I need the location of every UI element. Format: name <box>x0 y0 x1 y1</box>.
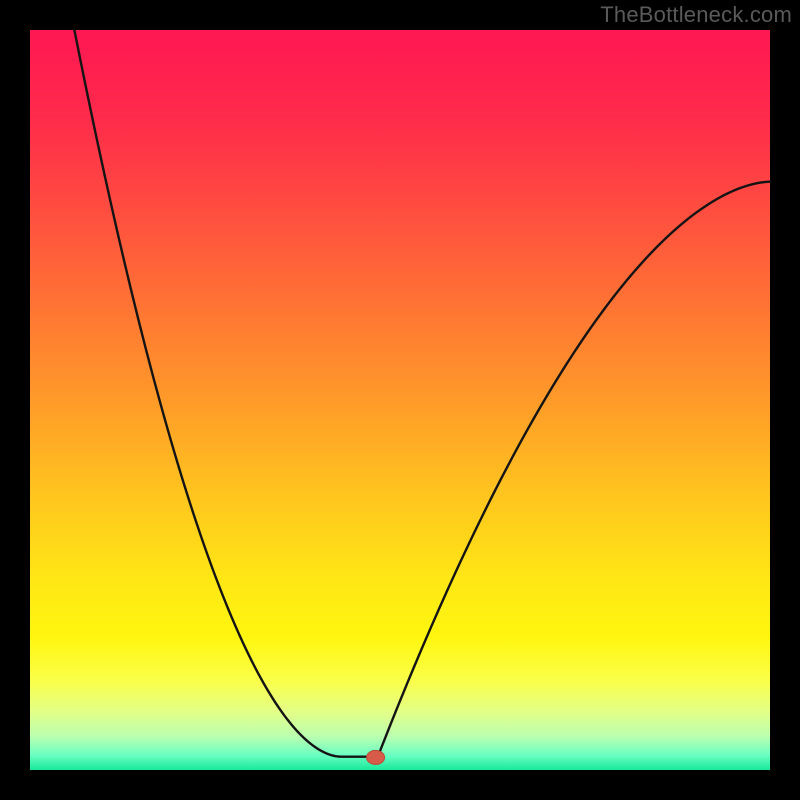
bottleneck-chart-svg <box>0 0 800 800</box>
chart-container: TheBottleneck.com <box>0 0 800 800</box>
plot-background <box>30 30 770 770</box>
watermark-text: TheBottleneck.com <box>600 2 792 28</box>
optimal-point-marker <box>367 750 385 764</box>
